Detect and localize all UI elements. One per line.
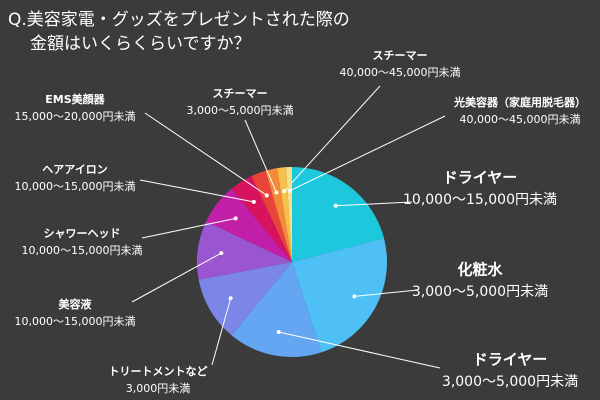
slice-price: 10,000〜15,000円未満 [403, 192, 557, 208]
leader-line [141, 217, 236, 239]
leader-dot [228, 296, 233, 301]
slice-price: 3,000円未満 [126, 382, 191, 395]
slice-price: 10,000〜15,000円未満 [22, 244, 143, 257]
slice-label: トリートメントなど [109, 365, 208, 378]
chart-title: 金額はいくらくらいですか？ [30, 34, 251, 54]
slice-label: 化粧水 [457, 261, 503, 279]
pie-slice [231, 176, 292, 262]
slice-label: 光美容器（家庭用脱毛器） [453, 95, 586, 109]
slice-price: 40,000〜45,000円未満 [460, 113, 581, 126]
leader-dot [264, 193, 269, 198]
pie-slice [265, 168, 292, 262]
pie-slice [251, 170, 292, 262]
slice-price: 40,000〜45,000円未満 [340, 66, 461, 79]
leader-dot [233, 216, 238, 221]
leader-line [278, 331, 441, 369]
leader-dot [287, 188, 292, 193]
pie-slice [292, 238, 388, 353]
leader-dot [251, 199, 256, 204]
leader-line [289, 115, 446, 192]
slice-price: 10,000〜15,000円未満 [15, 315, 136, 328]
leader-line [354, 289, 419, 297]
leader-line [131, 252, 222, 303]
leader-dot [276, 329, 281, 334]
slice-price: 3,000〜5,000円未満 [187, 104, 294, 117]
leader-dot [333, 203, 338, 208]
pie-slice [196, 221, 292, 280]
leader-line [335, 201, 413, 207]
leader-dot [219, 251, 224, 256]
leader-line [244, 119, 277, 193]
leader-line [211, 298, 232, 366]
slice-price: 3,000〜5,000円未満 [442, 374, 578, 390]
slice-label: ドライヤー [473, 351, 548, 369]
leader-line [139, 179, 254, 203]
pie-slice [277, 167, 292, 262]
slice-label: ヘアアイロン [42, 163, 107, 176]
slice-label: シャワーヘッド [44, 227, 121, 240]
pie-slice [206, 188, 292, 262]
leader-line [283, 85, 381, 192]
slice-label: 美容液 [59, 297, 93, 311]
pie-slice [292, 167, 385, 262]
leader-dot [352, 294, 357, 299]
leader-dot [274, 190, 279, 195]
chart-title: Q.美容家電・グッズをプレゼントされた際の [8, 10, 350, 30]
slice-price: 10,000〜15,000円未満 [15, 180, 136, 193]
slice-label: ドライヤー [443, 169, 518, 187]
pie-slice [231, 262, 322, 357]
leader-dot [282, 189, 287, 194]
pie-slice [198, 262, 292, 336]
slice-label: スチーマー [373, 49, 428, 62]
slice-price: 3,000〜5,000円未満 [412, 284, 548, 300]
leader-line [144, 112, 268, 196]
slice-label: スチーマー [213, 87, 268, 100]
slice-label: EMS美顔器 [45, 92, 105, 106]
slice-price: 15,000〜20,000円未満 [15, 110, 136, 123]
